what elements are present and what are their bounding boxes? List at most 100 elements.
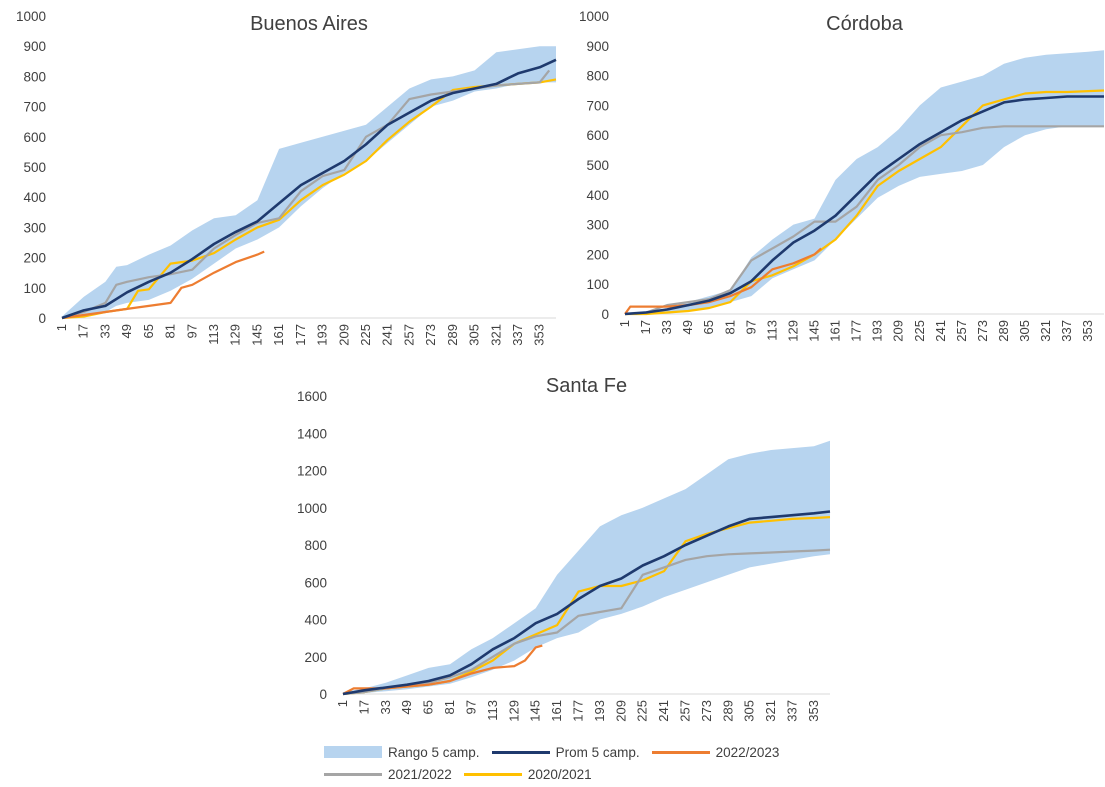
x-tick-label: 113 — [764, 320, 779, 341]
x-tick-label: 1 — [335, 700, 350, 707]
y-tick-label: 200 — [23, 251, 46, 266]
y-tick-label: 1200 — [297, 464, 327, 479]
legend-row-2: 2021/2022 2020/2021 — [324, 763, 804, 785]
x-tick-label: 97 — [463, 700, 478, 714]
legend-swatch-rango — [324, 746, 382, 758]
y-tick-label: 800 — [23, 69, 46, 84]
y-tick-label: 600 — [586, 128, 609, 143]
x-tick-label: 33 — [97, 324, 112, 338]
x-tick-label: 81 — [163, 324, 178, 338]
x-tick-label: 305 — [1017, 320, 1032, 342]
y-tick-label: 100 — [586, 277, 609, 292]
band-rango-5-camp — [625, 50, 1104, 315]
y-tick-label: 0 — [38, 311, 46, 326]
x-tick-label: 273 — [423, 324, 438, 346]
x-tick-label: 289 — [445, 324, 460, 346]
x-tick-label: 145 — [807, 320, 822, 342]
x-tick-label: 1 — [54, 324, 69, 331]
x-tick-label: 337 — [510, 324, 525, 346]
x-tick-label: 81 — [442, 700, 457, 714]
x-tick-label: 321 — [488, 324, 503, 346]
x-tick-label: 193 — [315, 324, 330, 346]
legend-swatch-2022-2023 — [651, 750, 710, 754]
x-tick-label: 81 — [722, 320, 737, 334]
y-tick-label: 800 — [586, 69, 609, 84]
y-tick-label: 1000 — [579, 9, 609, 24]
legend-row-1: Rango 5 camp. Prom 5 camp. 2022/2023 — [324, 741, 804, 763]
chart-title-santa-fe: Santa Fe — [546, 375, 627, 397]
x-tick-label: 209 — [613, 700, 628, 722]
x-tick-label: 177 — [849, 320, 864, 342]
x-tick-label: 353 — [1080, 320, 1095, 342]
legend-label-2021-2022: 2021/2022 — [388, 766, 452, 782]
series-line-2021-2022 — [624, 125, 1104, 316]
legend-item-2021-2022: 2021/2022 — [324, 767, 452, 782]
legend-item-prom: Prom 5 camp. — [491, 745, 640, 760]
x-tick-label: 273 — [699, 700, 714, 722]
x-tick-label: 65 — [701, 320, 716, 334]
x-tick-label: 145 — [528, 700, 543, 722]
x-tick-label: 129 — [785, 320, 800, 342]
y-tick-label: 400 — [304, 613, 327, 628]
y-tick-label: 500 — [23, 160, 46, 175]
x-tick-label: 305 — [467, 324, 482, 346]
legend-swatch-2020-2021 — [463, 772, 522, 776]
y-tick-label: 0 — [601, 307, 609, 322]
charts-canvas: Buenos Aires0100200300400500600700800900… — [16, 9, 1105, 722]
chart-cordoba: Córdoba 0 100 200 300 400 500 600 700 800 900 1000 1… — [579, 9, 1105, 342]
y-tick-label: 700 — [23, 100, 46, 115]
x-tick-label: 161 — [549, 700, 564, 722]
chart-legend: Rango 5 camp. Prom 5 camp. 2022/2023 202… — [324, 741, 804, 785]
x-tick-label: 305 — [742, 700, 757, 722]
x-tick-label: 209 — [891, 320, 906, 342]
x-tick-label: 257 — [678, 700, 693, 722]
x-tick-label: 241 — [933, 320, 948, 342]
chart-buenos-aires: Buenos Aires 0 100 200 300 400 500 600 700 800 900… — [16, 9, 557, 346]
x-tick-label: 177 — [571, 700, 586, 722]
chart-title-cordoba: Córdoba — [826, 13, 904, 35]
y-tick-label: 900 — [23, 39, 46, 54]
x-tick-label: 113 — [206, 324, 221, 345]
x-tick-label: 225 — [635, 700, 650, 722]
x-tick-label: 65 — [421, 700, 436, 714]
x-tick-label: 65 — [141, 324, 156, 338]
y-tick-label: 0 — [319, 687, 327, 702]
y-tick-label: 800 — [304, 538, 327, 553]
x-tick-label: 353 — [532, 324, 547, 346]
x-tick-label: 49 — [399, 700, 414, 714]
legend-item-2020-2021: 2020/2021 — [463, 766, 592, 782]
y-tick-label: 700 — [586, 98, 609, 113]
x-tick-label: 113 — [485, 700, 500, 721]
y-tick-label: 600 — [23, 130, 46, 145]
x-tick-label: 257 — [954, 320, 969, 342]
x-tick-label: 273 — [975, 320, 990, 342]
y-tick-label: 300 — [23, 220, 46, 235]
y-tick-label: 200 — [586, 247, 609, 262]
y-tick-label: 300 — [586, 218, 609, 233]
x-tick-label: 33 — [659, 320, 674, 334]
x-tick-label: 193 — [870, 320, 885, 342]
x-tick-label: 241 — [656, 700, 671, 722]
x-tick-label: 289 — [996, 320, 1011, 342]
band-rango-5-camp — [62, 46, 556, 318]
legend-item-rango: Rango 5 camp. — [324, 745, 480, 760]
x-tick-label: 17 — [76, 324, 91, 338]
y-tick-label: 1600 — [297, 389, 327, 404]
series-line-prom-5-camp — [624, 95, 1104, 316]
series-line-2021-2022 — [342, 548, 831, 696]
y-tick-label: 900 — [586, 39, 609, 54]
legend-item-2022-2023: 2022/2023 — [651, 745, 779, 760]
y-tick-label: 600 — [304, 575, 327, 590]
series-line-prom-5-camp — [61, 58, 557, 320]
series-line-2022-2023 — [61, 250, 265, 320]
legend-swatch-2021-2022 — [324, 772, 382, 776]
x-tick-label: 49 — [119, 324, 134, 338]
x-tick-label: 337 — [785, 700, 800, 722]
x-tick-label: 225 — [912, 320, 927, 342]
legend-label-2020-2021: 2020/2021 — [527, 766, 592, 782]
x-tick-label: 321 — [1038, 320, 1053, 342]
band-rango-5-camp — [343, 440, 830, 694]
y-tick-label: 1000 — [297, 501, 327, 516]
series-line-prom-5-camp — [342, 510, 831, 696]
x-tick-label: 129 — [228, 324, 243, 346]
